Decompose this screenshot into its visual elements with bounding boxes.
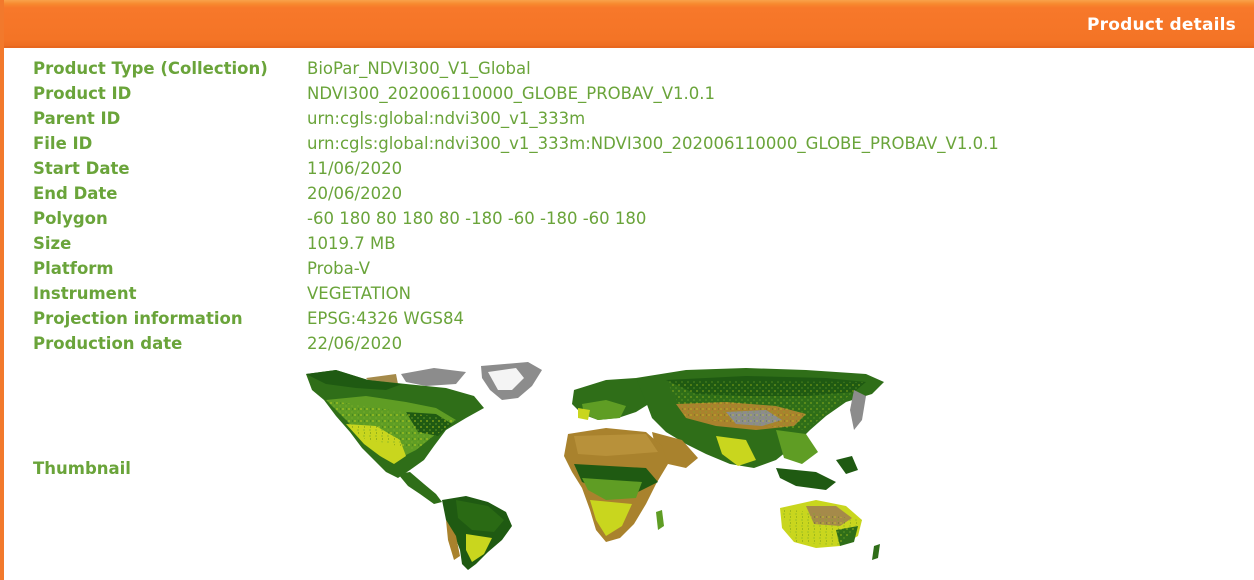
detail-label: Size [33,234,72,253]
detail-label: Start Date [33,159,130,178]
detail-label: Parent ID [33,109,121,128]
panel-title: Product details [1087,15,1236,35]
detail-row-polygon: Polygon -60 180 80 180 80 -180 -60 -180 … [33,206,1233,231]
detail-label: Polygon [33,209,108,228]
detail-value: urn:cgls:global:ndvi300_v1_333m:NDVI300_… [307,134,999,153]
detail-row-projection: Projection information EPSG:4326 WGS84 [33,306,1233,331]
detail-row-product-id: Product ID NDVI300_202006110000_GLOBE_PR… [33,81,1233,106]
detail-row-start-date: Start Date 11/06/2020 [33,156,1233,181]
detail-value: 20/06/2020 [307,184,403,203]
detail-label: End Date [33,184,118,203]
detail-value: EPSG:4326 WGS84 [307,309,464,328]
detail-row-size: Size 1019.7 MB [33,231,1233,256]
detail-value: 22/06/2020 [307,334,403,353]
detail-label: Production date [33,334,183,353]
detail-value: urn:cgls:global:ndvi300_v1_333m [307,109,586,128]
detail-row-platform: Platform Proba-V [33,256,1233,281]
thumbnail-image [306,360,886,572]
details-list: Product Type (Collection) BioPar_NDVI300… [33,56,1233,356]
detail-value: VEGETATION [307,284,412,303]
detail-value: -60 180 80 180 80 -180 -60 -180 -60 180 [307,209,647,228]
detail-label: Product Type (Collection) [33,59,268,78]
detail-label: Projection information [33,309,243,328]
thumbnail-label: Thumbnail [33,459,131,478]
detail-row-parent-id: Parent ID urn:cgls:global:ndvi300_v1_333… [33,106,1233,131]
detail-value: 1019.7 MB [307,234,396,253]
detail-row-file-id: File ID urn:cgls:global:ndvi300_v1_333m:… [33,131,1233,156]
detail-value: 11/06/2020 [307,159,403,178]
detail-value: BioPar_NDVI300_V1_Global [307,59,531,78]
detail-row-end-date: End Date 20/06/2020 [33,181,1233,206]
detail-value: NDVI300_202006110000_GLOBE_PROBAV_V1.0.1 [307,84,716,103]
detail-label: Instrument [33,284,137,303]
detail-row-production-date: Production date 22/06/2020 [33,331,1233,356]
detail-row-instrument: Instrument VEGETATION [33,281,1233,306]
detail-label: File ID [33,134,93,153]
detail-label: Product ID [33,84,132,103]
detail-label: Platform [33,259,114,278]
detail-value: Proba-V [307,259,371,278]
panel-header: Product details [4,0,1254,48]
detail-row-product-type: Product Type (Collection) BioPar_NDVI300… [33,56,1233,81]
ndvi-world-map [306,362,884,570]
